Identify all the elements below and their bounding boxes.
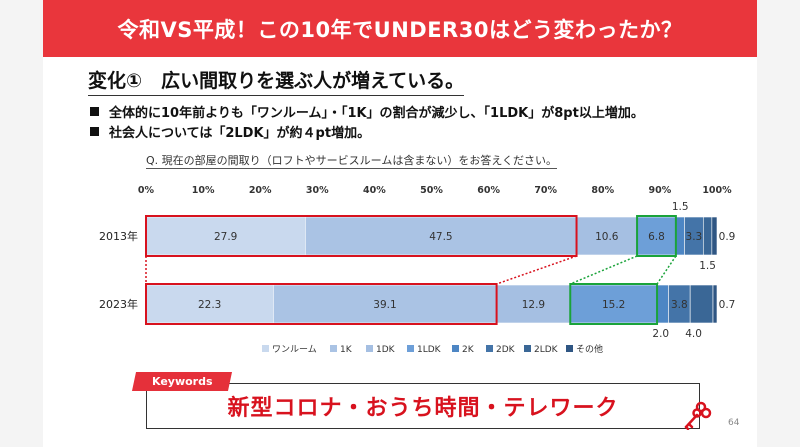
bar-segment bbox=[711, 216, 718, 256]
legend-swatch bbox=[330, 345, 337, 352]
legend-swatch bbox=[452, 345, 459, 352]
legend-label: その他 bbox=[576, 343, 603, 355]
legend-label: 1LDK bbox=[417, 345, 442, 355]
highlight-box-green bbox=[569, 283, 659, 325]
legend-label: ワンルーム bbox=[272, 344, 317, 355]
category-label: 2023年 bbox=[99, 297, 138, 311]
bar-segment bbox=[145, 216, 306, 256]
legend-label: 2K bbox=[462, 345, 475, 355]
x-tick-label: 30% bbox=[306, 185, 329, 196]
x-tick-label: 100% bbox=[702, 185, 732, 196]
x-tick-label: 50% bbox=[420, 185, 443, 196]
keywords-tag: Keywords bbox=[131, 372, 233, 391]
key-icon bbox=[684, 401, 712, 430]
legend-swatch bbox=[524, 345, 531, 352]
survey-question: Q. 現在の部屋の間取り（ロフトやサービスルームは含まない）をお答えください。 bbox=[146, 154, 557, 169]
data-label: 3.8 bbox=[671, 299, 688, 311]
legend-label: 1DK bbox=[376, 345, 396, 355]
x-tick-label: 20% bbox=[249, 185, 272, 196]
bar-segment bbox=[569, 284, 658, 324]
x-tick-label: 90% bbox=[649, 185, 672, 196]
data-label: 39.1 bbox=[373, 299, 396, 311]
bullet-text-2: 社会人については「2LDK」が約４pt増加。 bbox=[109, 126, 371, 141]
legend-label: 2DK bbox=[496, 345, 516, 355]
x-tick-label: 40% bbox=[363, 185, 386, 196]
connector-green bbox=[569, 255, 638, 285]
bar-segment bbox=[702, 216, 713, 256]
keywords-tag-label: Keywords bbox=[151, 375, 213, 388]
data-label: 1.5 bbox=[672, 201, 689, 213]
data-label: 0.9 bbox=[719, 231, 736, 243]
bar-segment bbox=[675, 216, 685, 256]
data-label: 6.8 bbox=[648, 231, 665, 243]
data-label: 2.0 bbox=[652, 328, 669, 340]
keywords-box: 新型コロナ・おうち時間・テレワーク bbox=[146, 383, 700, 429]
data-label: 22.3 bbox=[198, 299, 221, 311]
connector-green bbox=[656, 255, 677, 285]
category-label: 2013年 bbox=[99, 229, 138, 243]
bar-segment bbox=[689, 284, 714, 324]
keywords-text: 新型コロナ・おうち時間・テレワーク bbox=[227, 396, 619, 421]
bar-segment bbox=[305, 216, 577, 256]
legend-label: 1K bbox=[340, 345, 353, 355]
bullet-square-icon bbox=[90, 127, 99, 136]
data-label: 4.0 bbox=[685, 328, 702, 340]
x-tick-label: 10% bbox=[192, 185, 215, 196]
legend-swatch bbox=[262, 345, 269, 352]
legend-swatch bbox=[486, 345, 493, 352]
highlight-box-red bbox=[145, 215, 578, 257]
legend-swatch bbox=[366, 345, 373, 352]
x-tick-label: 70% bbox=[534, 185, 557, 196]
legend-swatch bbox=[566, 345, 573, 352]
legend-swatch bbox=[407, 345, 414, 352]
x-tick-label: 60% bbox=[477, 185, 500, 196]
bar-segment bbox=[273, 284, 497, 324]
bullet-item-1: 全体的に10年前よりも「ワンルーム」・「1K」の割合が減少し、「1LDK」が8p… bbox=[90, 102, 644, 121]
legend-label: 2LDK bbox=[534, 345, 559, 355]
data-label: 15.2 bbox=[602, 299, 625, 311]
data-label: 3.3 bbox=[686, 231, 703, 243]
bar-segment bbox=[656, 284, 669, 324]
data-label: 1.5 bbox=[699, 260, 716, 272]
bullet-item-2: 社会人については「2LDK」が約４pt増加。 bbox=[90, 122, 370, 141]
data-label: 10.6 bbox=[595, 231, 619, 243]
data-label: 0.7 bbox=[719, 299, 736, 311]
bar-segment bbox=[145, 284, 274, 324]
data-label: 27.9 bbox=[214, 231, 237, 243]
highlight-box-green bbox=[636, 215, 677, 257]
x-tick-label: 0% bbox=[138, 185, 155, 196]
bullet-square-icon bbox=[90, 107, 99, 116]
bullet-text-1: 全体的に10年前よりも「ワンルーム」・「1K」の割合が減少し、「1LDK」が8p… bbox=[109, 106, 644, 121]
data-label: 47.5 bbox=[429, 231, 452, 243]
highlight-box-red bbox=[145, 283, 498, 325]
section-heading: 変化① 広い間取りを選ぶ人が増えている。 bbox=[88, 66, 465, 96]
page-title: 令和VS平成！この10年でUNDER30はどう変わったか？ bbox=[43, 0, 757, 57]
connector-red bbox=[496, 255, 577, 285]
x-tick-label: 80% bbox=[591, 185, 614, 196]
bar-segment bbox=[712, 284, 718, 324]
data-label: 12.9 bbox=[522, 299, 545, 311]
page-number: 64 bbox=[728, 418, 740, 428]
